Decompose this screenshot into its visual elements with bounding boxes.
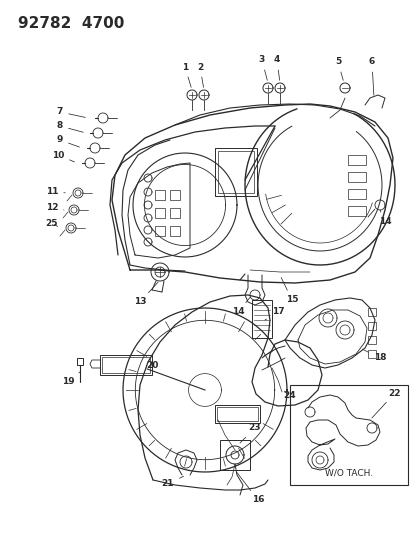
Bar xyxy=(367,322,375,330)
Text: 13: 13 xyxy=(133,282,158,306)
Text: 18: 18 xyxy=(362,349,385,362)
Text: 24: 24 xyxy=(283,391,296,400)
Bar xyxy=(214,405,259,423)
Text: 21: 21 xyxy=(161,477,183,489)
Bar xyxy=(77,358,83,365)
Bar xyxy=(102,357,150,373)
Text: 22: 22 xyxy=(371,389,400,418)
Bar xyxy=(367,350,375,358)
Text: 6: 6 xyxy=(368,58,374,95)
Bar xyxy=(154,208,165,218)
Text: 7: 7 xyxy=(57,108,85,117)
Text: 11: 11 xyxy=(46,188,65,197)
Text: 92782  4700: 92782 4700 xyxy=(18,16,124,31)
Bar xyxy=(219,440,249,470)
Text: 4: 4 xyxy=(273,55,280,80)
Bar xyxy=(154,226,165,236)
Text: 16: 16 xyxy=(236,472,263,505)
Bar xyxy=(347,172,365,182)
Bar xyxy=(347,206,365,216)
Text: 12: 12 xyxy=(46,203,64,212)
Bar xyxy=(154,190,165,200)
Text: 3: 3 xyxy=(258,55,267,80)
Bar xyxy=(170,226,180,236)
Text: 9: 9 xyxy=(57,135,79,147)
Bar xyxy=(170,208,180,218)
Text: 5: 5 xyxy=(334,58,342,80)
Bar xyxy=(170,190,180,200)
Bar xyxy=(347,155,365,165)
Text: 1: 1 xyxy=(181,62,191,87)
Text: 14: 14 xyxy=(378,210,390,227)
Bar xyxy=(100,355,152,375)
Text: 2: 2 xyxy=(197,62,203,87)
Text: 15: 15 xyxy=(280,278,297,304)
Text: 17: 17 xyxy=(264,308,284,320)
Text: 19: 19 xyxy=(62,372,80,386)
Text: 10: 10 xyxy=(52,150,74,162)
Text: 23: 23 xyxy=(240,424,261,443)
Bar xyxy=(367,336,375,344)
Bar xyxy=(289,385,407,485)
Text: 8: 8 xyxy=(57,122,83,132)
Text: 25: 25 xyxy=(46,219,58,228)
Text: W/O TACH.: W/O TACH. xyxy=(324,468,372,477)
Bar xyxy=(218,151,254,193)
Bar xyxy=(216,407,257,421)
Bar xyxy=(252,300,271,338)
Bar xyxy=(347,189,365,199)
Text: 20: 20 xyxy=(145,361,158,370)
Text: 14: 14 xyxy=(231,297,249,317)
Bar xyxy=(214,148,256,196)
Bar xyxy=(367,308,375,316)
